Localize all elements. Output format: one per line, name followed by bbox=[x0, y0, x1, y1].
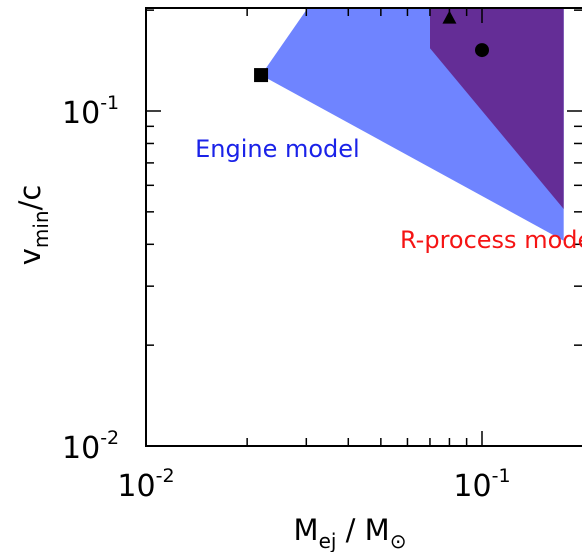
x-tick-label: 10-2 bbox=[117, 465, 174, 504]
y-axis-label: vmin/c bbox=[13, 185, 53, 266]
regions-layer bbox=[261, 8, 564, 241]
x-axis-label: Mej / M⊙ bbox=[294, 513, 407, 552]
axes-layer bbox=[145, 7, 582, 447]
region-r-process-model bbox=[430, 8, 564, 209]
plot-frame bbox=[145, 7, 582, 447]
y-tick-label: 10-2 bbox=[62, 427, 119, 466]
annotation-r-process-model: R-process model bbox=[400, 226, 582, 254]
data-point-square bbox=[254, 68, 269, 83]
annotation-engine-model: Engine model bbox=[195, 135, 360, 163]
data-point-circle bbox=[475, 43, 489, 58]
labels-layer: 10-2 10-1 10-2 10-1 Mej / M⊙ vmin/c Engine mod… bbox=[13, 92, 582, 552]
data-point-triangle bbox=[442, 10, 457, 24]
x-tick-label: 10-1 bbox=[453, 465, 510, 504]
y-tick-label: 10-1 bbox=[62, 92, 119, 131]
points-layer bbox=[254, 10, 489, 83]
